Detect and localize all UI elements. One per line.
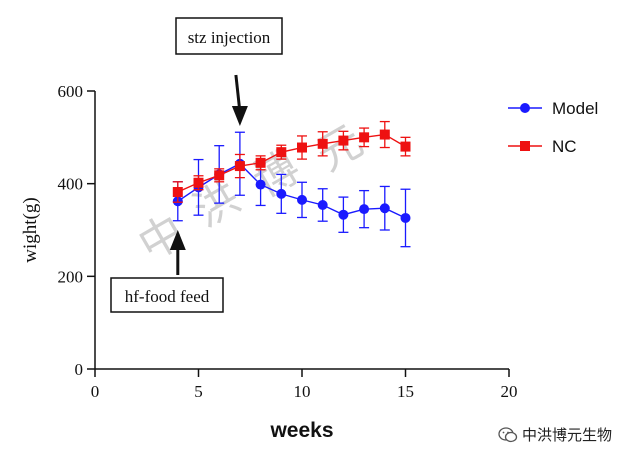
legend-label: NC: [552, 137, 577, 156]
legend-item-nc: NC: [508, 137, 577, 156]
data-point: [172, 187, 183, 198]
data-point: [214, 170, 225, 181]
data-point: [379, 129, 390, 140]
series-nc: [172, 120, 411, 203]
data-point: [338, 209, 349, 220]
series: [172, 120, 411, 248]
data-point: [317, 199, 328, 210]
annotations: stz injection hf-food feed: [110, 17, 283, 313]
data-point: [359, 132, 370, 143]
x-axis-title: weeks: [269, 419, 333, 442]
data-point: [400, 141, 411, 152]
data-point: [276, 147, 287, 158]
data-point: [255, 157, 266, 168]
data-point: [193, 177, 204, 188]
watermark-char: 元: [308, 115, 372, 181]
watermark-char: 中: [130, 205, 194, 271]
y-tick-label: 200: [58, 267, 84, 286]
legend-marker: [520, 141, 530, 151]
x-tick-label: 15: [397, 382, 414, 401]
annotation-arrow-head: [169, 230, 186, 250]
x-tick-label: 0: [91, 382, 100, 401]
y-tick-label: 0: [75, 360, 84, 379]
data-point: [297, 142, 307, 153]
data-point: [317, 138, 328, 149]
y-tick-label: 600: [58, 82, 84, 101]
ticks: 0 200 400 600 0 5 10 15 20: [58, 82, 518, 401]
data-point: [276, 188, 287, 199]
legend: Model NC: [508, 99, 598, 156]
annotation-box: [110, 277, 224, 313]
x-tick-label: 10: [294, 382, 311, 401]
x-tick-label: 5: [194, 382, 203, 401]
x-tick-label: 20: [501, 382, 518, 401]
annotation-label: stz injection: [188, 28, 271, 47]
legend-label: Model: [552, 99, 598, 118]
wechat-icon: [498, 426, 518, 442]
y-axis-title: wight(g): [20, 197, 41, 262]
annotation-arrow-head: [231, 106, 248, 126]
annotation-box: [175, 17, 283, 55]
data-point: [359, 204, 370, 215]
data-point: [297, 194, 307, 205]
legend-item-model: Model: [508, 99, 598, 118]
legend-marker: [520, 103, 530, 113]
annotation-label: hf-food feed: [125, 287, 210, 306]
data-point: [379, 203, 390, 214]
watermark-footer-text: 中洪博元生物: [522, 426, 613, 444]
data-point: [234, 161, 245, 172]
data-point: [338, 135, 349, 146]
data-point: [400, 212, 411, 223]
watermark: 中洪博元: [130, 115, 372, 271]
annotation-arrow-shaft: [234, 74, 242, 113]
data-point: [255, 179, 266, 190]
y-tick-label: 400: [58, 175, 84, 194]
watermark-footer: 中洪博元生物: [498, 424, 612, 445]
